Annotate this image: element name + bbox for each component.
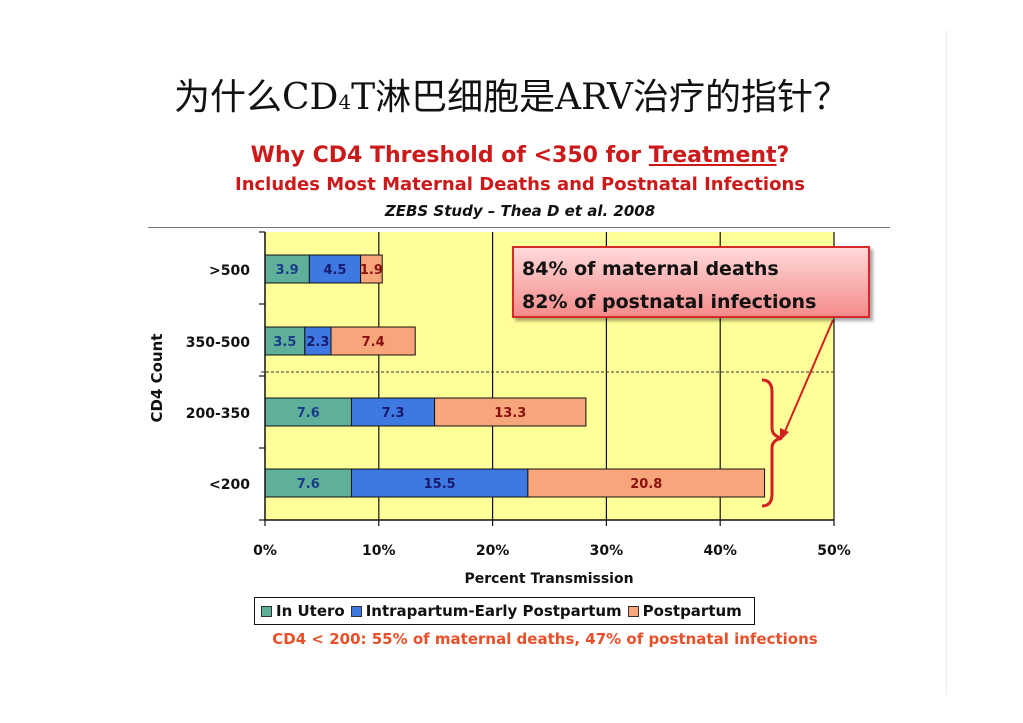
legend: In Utero Intrapartum-Early Postpartum Post… (254, 597, 755, 625)
legend-label: In Utero (276, 602, 345, 620)
y-axis-title: CD4 Count (148, 334, 166, 423)
x-tick-label: 50% (817, 543, 851, 559)
bar-value-label: 13.3 (494, 406, 526, 421)
callout-box: 84% of maternal deaths 82% of postnatal … (512, 246, 870, 318)
legend-item: Postpartum (627, 602, 742, 620)
bar-value-label: 20.8 (630, 477, 662, 492)
y-category-label: 350-500 (186, 335, 251, 351)
y-category-label: 200-350 (186, 406, 251, 422)
slide-edge-line (946, 30, 947, 695)
title-subscript: 4 (338, 90, 352, 114)
callout-line-2: 82% of postnatal infections (522, 291, 817, 313)
x-axis-title: Percent Transmission (464, 571, 633, 587)
title-part-2: T淋巴细胞是ARV治疗的指针？ (351, 77, 849, 118)
chart-title-underlined: Treatment (648, 143, 777, 168)
footnote: CD4 < 200: 55% of maternal deaths, 47% o… (272, 630, 818, 648)
callout-arrow (782, 319, 834, 437)
header-divider (148, 227, 890, 228)
bars: 3.9 4.5 1.9 3.5 2.3 7.4 7.6 7.3 13.3 7.6 15.5 20.8 (264, 254, 766, 498)
legend-swatch (627, 605, 639, 617)
callout-line-1: 84% of maternal deaths (522, 258, 779, 280)
bar-value-label: 7.6 (297, 477, 320, 492)
chart-subtitle: Includes Most Maternal Deaths and Postna… (235, 174, 805, 195)
x-tick-label: 30% (590, 543, 624, 559)
legend-label: Postpartum (642, 602, 742, 620)
bar-value-label: 3.5 (273, 335, 296, 350)
title-part-1: 为什么CD (174, 77, 339, 118)
legend-swatch (350, 605, 362, 617)
chart-title: Why CD4 Threshold of <350 for Treatment? (0, 143, 1023, 168)
callout-arrowhead (780, 428, 789, 441)
axes: 0% 10% 20% 30% 40% 50% >500 350-500 200-350 <200 (186, 231, 851, 559)
x-tick-label: 10% (362, 543, 396, 559)
bar-segment (264, 397, 352, 427)
legend-item: In Utero (261, 602, 345, 620)
bar-value-label: 3.9 (276, 263, 299, 278)
legend-swatch (261, 605, 272, 617)
x-tick-label: 20% (476, 543, 510, 559)
y-category-label: <200 (209, 477, 250, 493)
legend-label: Intrapartum-Early Postpartum (365, 602, 622, 620)
bar-segment (360, 254, 383, 284)
bar-value-label: 4.5 (323, 263, 346, 278)
bar-value-label: 1.9 (360, 263, 383, 278)
chart-title-part-2: <350 for (533, 143, 649, 168)
bar-value-label: 7.4 (362, 335, 385, 350)
x-tick-label: 0% (253, 543, 277, 559)
bar-value-label: 7.6 (297, 406, 320, 421)
bar-segment (350, 397, 436, 427)
chart-title-part-1: Why CD4 Threshold of (250, 143, 534, 168)
bar-segment (527, 468, 766, 498)
bar-segment (330, 326, 416, 356)
chart-source: ZEBS Study – Thea D et al. 2008 (384, 202, 656, 220)
page-title: 为什么CD4T淋巴细胞是ARV治疗的指针？ (0, 68, 1023, 120)
bar-value-label: 7.3 (382, 406, 405, 421)
x-tick-label: 40% (703, 543, 737, 559)
legend-item: Intrapartum-Early Postpartum (350, 602, 622, 620)
bar-segment (434, 397, 587, 427)
chart-title-part-3: ? (776, 143, 790, 168)
bar-value-label: 2.3 (306, 335, 329, 350)
bar-segment (264, 326, 306, 356)
y-category-label: >500 (209, 263, 250, 279)
bar-value-label: 15.5 (424, 477, 456, 492)
